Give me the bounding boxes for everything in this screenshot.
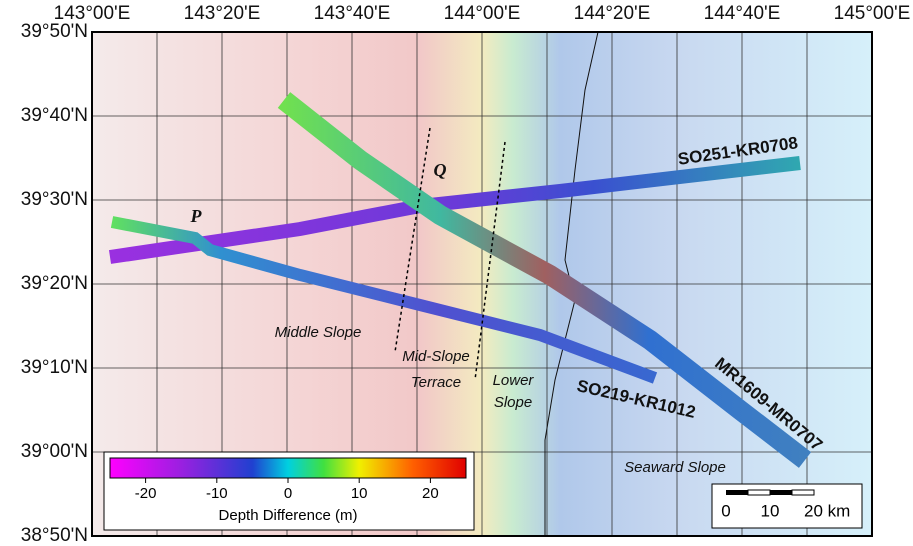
point-label: Q [434, 160, 447, 180]
boundary [394, 127, 431, 353]
track [110, 216, 658, 384]
lat-label: 39°00'N [21, 441, 88, 462]
lat-label: 39°30'N [21, 189, 88, 210]
lat-label: 39°50'N [21, 21, 88, 42]
colorbar-tick-label: 0 [284, 485, 292, 502]
lon-label: 143°00'E [54, 3, 131, 24]
scale-bar [791, 489, 815, 496]
colorbar-label: Depth Difference (m) [219, 507, 358, 524]
lon-label: 143°40'E [314, 3, 391, 24]
lon-label: 144°00'E [444, 3, 521, 24]
lon-label: 144°40'E [704, 3, 781, 24]
colorbar-tick-label: 20 [422, 485, 439, 502]
region-label: Seaward Slope [624, 459, 726, 476]
boundary [474, 141, 506, 381]
lon-label: 144°20'E [574, 3, 651, 24]
lat-label: 39°40'N [21, 105, 88, 126]
colorbar [109, 457, 467, 479]
scale-label: 0 [721, 501, 730, 520]
frame [91, 31, 873, 537]
scale-label: 10 [761, 501, 780, 520]
region-label: Slope [494, 394, 532, 411]
scale-bar [747, 489, 771, 496]
colorbar-tick-label: 10 [351, 485, 368, 502]
lon-label: 145°00'E [834, 3, 911, 24]
colorbar-tick-label: -20 [135, 485, 157, 502]
scale-bar [770, 490, 792, 495]
colorbar-tick-label: -10 [206, 485, 228, 502]
lat-label: 38°50'N [21, 525, 88, 546]
lat-label: 39°20'N [21, 273, 88, 294]
scale-label: 20 km [804, 501, 850, 520]
region-label: Middle Slope [275, 324, 362, 341]
track [277, 92, 812, 468]
lat-label: 39°10'N [21, 357, 88, 378]
region-label: Mid-Slope [402, 348, 470, 365]
point-label: P [190, 206, 203, 226]
region-label: Terrace [411, 374, 461, 391]
scale-bar [726, 490, 748, 495]
lon-label: 143°20'E [184, 3, 261, 24]
region-label: Lower [493, 372, 535, 389]
